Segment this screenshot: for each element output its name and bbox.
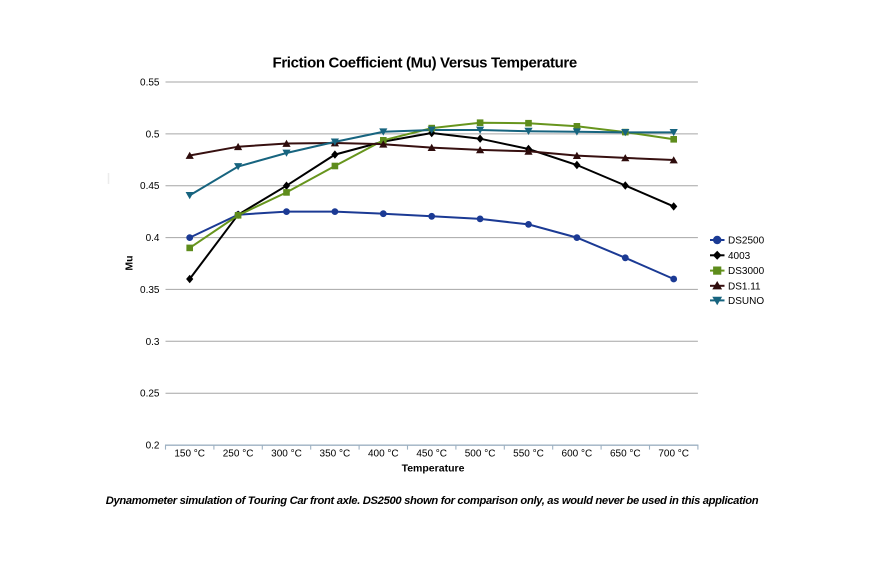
svg-text:Dynamometer simulation of Tour: Dynamometer simulation of Touring Car fr… xyxy=(106,495,759,507)
svg-text:DS3000: DS3000 xyxy=(728,266,765,277)
svg-text:150 °C: 150 °C xyxy=(174,449,205,460)
svg-text:700 °C: 700 °C xyxy=(658,449,689,460)
svg-text:0.4: 0.4 xyxy=(146,233,160,244)
svg-text:400 °C: 400 °C xyxy=(368,449,399,460)
svg-text:250 °C: 250 °C xyxy=(223,449,254,460)
svg-text:0.45: 0.45 xyxy=(140,181,160,192)
svg-text:Friction Coefficient (Mu) Vers: Friction Coefficient (Mu) Versus Tempera… xyxy=(273,55,577,72)
svg-text:300 °C: 300 °C xyxy=(271,449,302,460)
svg-text:4003: 4003 xyxy=(728,251,751,262)
svg-text:DS2500: DS2500 xyxy=(728,236,765,247)
svg-text:350 °C: 350 °C xyxy=(320,449,351,460)
svg-text:450 °C: 450 °C xyxy=(416,449,447,460)
svg-text:0.2: 0.2 xyxy=(146,441,160,452)
svg-text:DS1.11: DS1.11 xyxy=(728,281,761,292)
svg-text:550 °C: 550 °C xyxy=(513,449,544,460)
svg-text:0.25: 0.25 xyxy=(140,389,160,400)
svg-text:0.5: 0.5 xyxy=(146,129,160,140)
svg-text:500 °C: 500 °C xyxy=(465,449,496,460)
svg-text:0.55: 0.55 xyxy=(140,78,160,89)
svg-text:0.35: 0.35 xyxy=(140,285,160,296)
svg-text:Temperature: Temperature xyxy=(402,463,465,475)
svg-text:0.3: 0.3 xyxy=(146,337,160,348)
svg-text:650 °C: 650 °C xyxy=(610,449,641,460)
svg-text:DSUNO: DSUNO xyxy=(728,296,764,307)
svg-text:600 °C: 600 °C xyxy=(562,449,593,460)
svg-text:Mu: Mu xyxy=(123,255,135,270)
